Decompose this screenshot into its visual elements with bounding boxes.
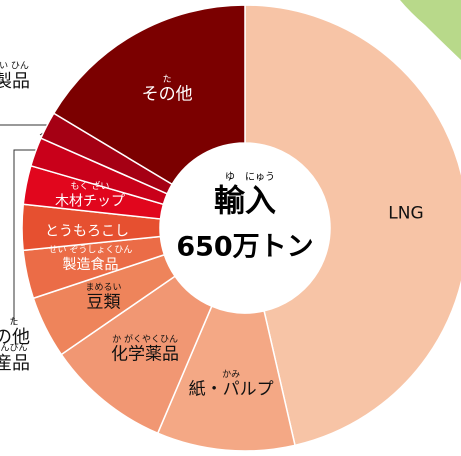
donut-hole [160, 143, 330, 313]
segment-label: その他 [142, 85, 193, 105]
segment-ruby: かみ [222, 369, 240, 380]
segment-label: とうもろこし [45, 224, 129, 240]
segment-label: LNG [388, 204, 423, 224]
center-ruby: ゆ にゅう [225, 171, 275, 183]
segment-label: 紙・パルプ [189, 379, 274, 399]
segment-ruby: もく ざい [71, 180, 110, 192]
segment-label: 製造食品 [62, 256, 118, 273]
center-title: 輸入 [214, 184, 276, 220]
annotation-ruby: た [9, 317, 18, 328]
annotation: の他 [0, 327, 30, 348]
decoration [400, 0, 461, 60]
segment-label: 化学薬品 [111, 344, 179, 364]
annotation-ruby: んぴん [0, 343, 27, 354]
center-value: 650万トン [176, 232, 313, 263]
annotation: 産品 [0, 353, 30, 374]
segment-ruby: せい ぞうしょくひん [49, 245, 133, 256]
segment-ruby: か がくやくひん [112, 333, 178, 345]
annotation-ruby: い ひん [0, 61, 29, 72]
annotation: 製品 [0, 71, 30, 92]
segment-ruby: まめるい [86, 282, 122, 293]
segment-label: 豆類 [87, 292, 121, 312]
segment-ruby: た [163, 74, 172, 85]
segments [21, 4, 461, 452]
segment-label: 木材チップ [55, 193, 125, 209]
